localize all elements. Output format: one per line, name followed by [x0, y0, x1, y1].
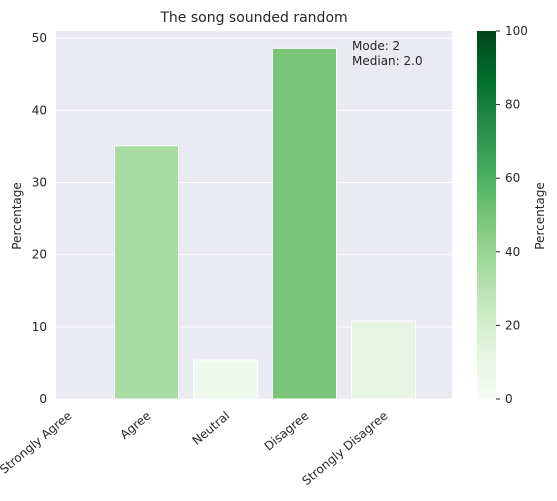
chart-title: The song sounded random — [159, 10, 347, 26]
x-tick-label-1: Agree — [117, 409, 153, 442]
y-tick-label-1: 10 — [32, 320, 47, 334]
bar-3 — [272, 47, 337, 400]
colorbar-tick-label-0: 0 — [505, 392, 513, 406]
bar-4 — [351, 320, 416, 400]
annotation-mode: Mode: 2 — [352, 39, 400, 53]
annotation-median: Median: 2.0 — [352, 54, 423, 68]
colorbar-tick-labels: 0 20 40 60 80 100 — [496, 24, 528, 406]
colorbar-label: Percentage — [533, 182, 547, 250]
x-tick-label-3: Disagree — [262, 409, 312, 454]
x-tick-labels: Strongly Agree Agree Neutral DisagreeStrong… — [0, 409, 390, 489]
y-tick-labels: 0 10 20 30 40 50 — [32, 31, 47, 406]
bar-2 — [193, 359, 258, 400]
annotation-box: Mode: 2 Median: 2.0 — [352, 39, 423, 68]
bars — [114, 47, 416, 400]
colorbar-tick-label-1: 20 — [505, 318, 520, 332]
colorbar-tick-label-3: 60 — [505, 171, 520, 185]
x-tick-label-0: Strongly Agree — [0, 409, 74, 477]
colorbar-tick-label-5: 100 — [505, 24, 528, 38]
x-tick-label-4: Strongly Disagree — [299, 409, 390, 489]
colorbar-tick-label-4: 80 — [505, 98, 520, 112]
colorbar — [477, 31, 496, 399]
y-tick-label-2: 20 — [32, 248, 47, 262]
y-tick-label-3: 30 — [32, 176, 47, 190]
colorbar-tick-label-2: 40 — [505, 245, 520, 259]
y-axis-label: Percentage — [10, 182, 24, 250]
y-tick-label-4: 40 — [32, 103, 47, 117]
y-tick-label-5: 50 — [32, 31, 47, 45]
y-tick-label-0: 0 — [39, 392, 47, 406]
bar-1 — [114, 145, 179, 400]
x-tick-label-2: Neutral — [189, 409, 232, 448]
